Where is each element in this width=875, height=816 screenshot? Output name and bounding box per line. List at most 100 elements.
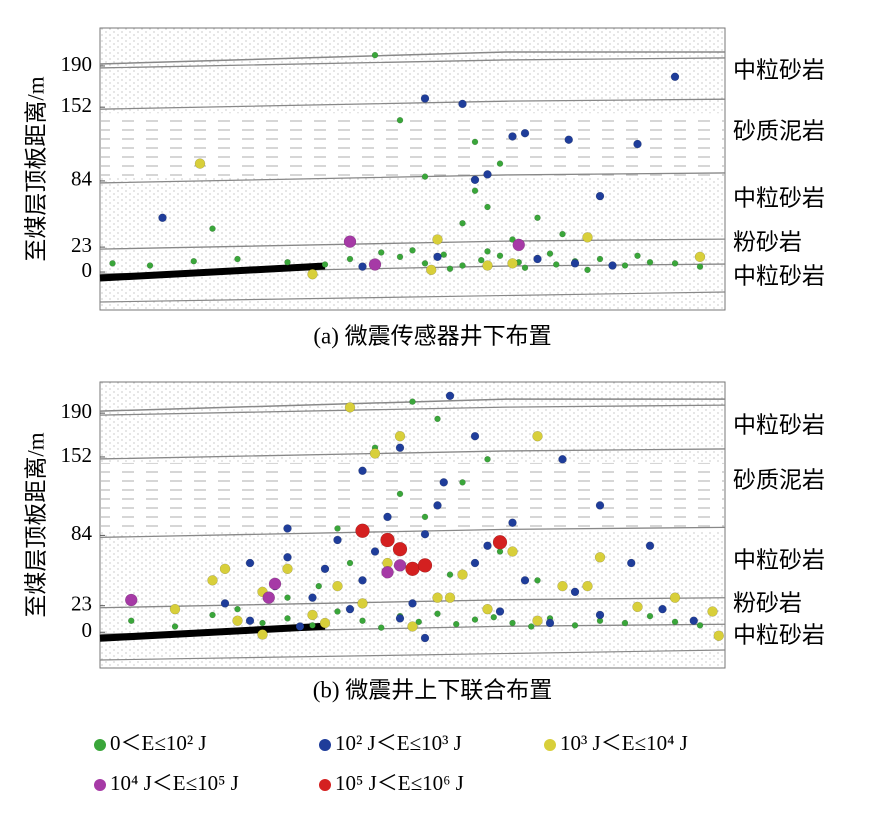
- legend-marker: [319, 779, 331, 791]
- event-point: [369, 448, 381, 459]
- event-point: [570, 587, 580, 597]
- event-point: [645, 541, 655, 551]
- event-point: [433, 252, 442, 262]
- event-point: [378, 249, 385, 256]
- event-point: [671, 260, 679, 267]
- y-tick-label: 152: [61, 93, 93, 117]
- event-point: [194, 158, 206, 169]
- event-point: [207, 575, 218, 586]
- event-point: [534, 214, 541, 222]
- event-point: [234, 605, 241, 613]
- event-point: [509, 619, 516, 627]
- event-point: [219, 563, 231, 575]
- event-point: [453, 620, 460, 628]
- event-point: [409, 247, 416, 254]
- event-point: [621, 619, 629, 627]
- legend-marker: [319, 739, 331, 751]
- event-point: [670, 72, 680, 82]
- event-point: [370, 547, 380, 556]
- event-point: [570, 259, 580, 268]
- event-point: [432, 592, 443, 603]
- event-point: [521, 264, 529, 271]
- layer-label: 中粒砂岩: [733, 412, 825, 437]
- event-point: [394, 430, 406, 442]
- coal-seam: [99, 622, 326, 642]
- event-point: [232, 615, 243, 626]
- event-point: [471, 616, 479, 623]
- event-point: [559, 230, 566, 238]
- stratum-top: [99, 398, 725, 412]
- event-point: [319, 617, 331, 629]
- legend-label: 10² J＜E≤10³ J: [335, 731, 462, 755]
- event-point: [459, 219, 466, 227]
- event-point: [509, 236, 516, 243]
- event-point: [532, 615, 543, 626]
- y-tick-label: 0: [82, 258, 93, 282]
- event-point: [420, 633, 430, 643]
- event-point: [512, 238, 525, 252]
- event-point: [446, 265, 454, 273]
- event-point: [495, 607, 505, 616]
- y-tick-label: 190: [61, 52, 93, 76]
- event-point: [457, 569, 468, 580]
- event-point: [484, 203, 491, 211]
- event-point: [439, 478, 448, 487]
- event-point: [295, 622, 305, 631]
- event-point: [508, 132, 517, 141]
- legend-marker: [544, 739, 556, 751]
- event-point: [696, 263, 704, 270]
- y-axis-label: 至煤层顶板距离/m: [23, 432, 48, 617]
- event-point: [332, 580, 343, 592]
- event-point: [284, 594, 291, 601]
- event-point: [283, 553, 292, 562]
- layer-label: 中粒砂岩: [733, 185, 825, 210]
- event-point: [262, 591, 275, 604]
- event-point: [557, 580, 568, 592]
- event-point: [409, 398, 416, 405]
- event-point: [669, 592, 681, 603]
- event-point: [694, 251, 706, 263]
- event-point: [421, 513, 429, 521]
- event-point: [245, 616, 255, 625]
- event-point: [432, 234, 443, 245]
- event-point: [426, 264, 437, 276]
- event-point: [482, 603, 493, 615]
- event-point: [582, 232, 593, 243]
- event-point: [470, 558, 480, 568]
- event-point: [346, 255, 354, 263]
- layer-label: 粉砂岩: [733, 229, 802, 254]
- event-point: [334, 608, 341, 615]
- event-point: [125, 593, 138, 607]
- event-point: [571, 622, 579, 629]
- event-point: [671, 618, 679, 626]
- event-point: [257, 629, 268, 640]
- event-point: [520, 576, 530, 585]
- event-point: [595, 191, 605, 201]
- legend-label: 10⁵ J＜E≤10⁶ J: [335, 771, 464, 795]
- event-point: [564, 135, 573, 144]
- event-point: [470, 175, 480, 185]
- layer-label: 粉砂岩: [733, 590, 802, 615]
- event-point: [284, 259, 291, 266]
- event-point: [283, 524, 292, 533]
- event-point: [259, 619, 266, 627]
- event-point: [209, 611, 216, 619]
- layer-label: 中粒砂岩: [733, 57, 825, 82]
- event-point: [595, 501, 605, 510]
- event-point: [309, 622, 316, 629]
- event-point: [392, 541, 408, 557]
- event-point: [395, 614, 405, 623]
- y-tick-label: 84: [71, 521, 93, 545]
- event-point: [496, 252, 504, 260]
- stratum-bottom: [99, 649, 726, 661]
- event-point: [321, 261, 329, 268]
- event-point: [308, 593, 317, 602]
- event-point: [408, 599, 417, 608]
- layer-label: 中粒砂岩: [733, 622, 825, 647]
- event-point: [109, 260, 116, 267]
- event-point: [357, 598, 368, 609]
- event-point: [594, 552, 606, 563]
- layer-boundary: [99, 404, 726, 416]
- event-point: [245, 558, 255, 568]
- event-point: [496, 160, 504, 167]
